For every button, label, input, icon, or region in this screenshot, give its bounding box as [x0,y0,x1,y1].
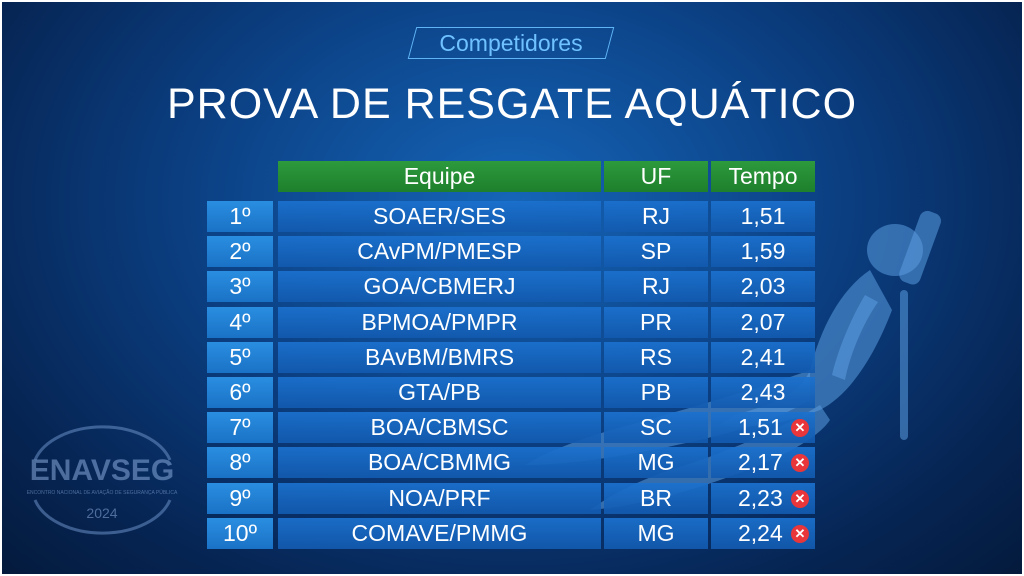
state-cell: SC [604,412,708,443]
x-circle-icon: ✕ [791,419,809,437]
time-cell: 2,41 [711,342,815,373]
rank-cell: 5º [207,342,273,373]
state-cell: MG [604,518,708,549]
time-cell: 1,51 [711,201,815,232]
column-header-team: Equipe [278,161,601,192]
team-cell: BAvBM/BMRS [278,342,601,373]
state-cell: PB [604,377,708,408]
state-cell: MG [604,447,708,478]
event-logo: ENAVSEG ENCONTRO NACIONAL DE AVIAÇÃO DE … [27,425,178,535]
logo-tagline: ENCONTRO NACIONAL DE AVIAÇÃO DE SEGURANÇ… [27,489,178,496]
team-cell: CAvPM/PMESP [278,236,601,267]
team-cell: GTA/PB [278,377,601,408]
team-cell: NOA/PRF [278,483,601,514]
time-cell: 2,07 [711,307,815,338]
page-title: PROVA DE RESGATE AQUÁTICO [166,80,858,128]
x-circle-icon: ✕ [791,454,809,472]
state-cell: RJ [604,271,708,302]
rank-cell: 8º [207,447,273,478]
state-cell: PR [604,307,708,338]
column-header-time: Tempo [711,161,815,192]
team-cell: COMAVE/PMMG [278,518,601,549]
team-cell: GOA/CBMERJ [278,271,601,302]
time-cell: 2,43 [711,377,815,408]
state-cell: RJ [604,201,708,232]
logo-name: ENAVSEG [30,454,174,487]
time-cell: 2,03 [711,271,815,302]
team-cell: BOA/CBMSC [278,412,601,443]
rank-cell: 3º [207,271,273,302]
time-cell: 1,59 [711,236,815,267]
subtitle: Competidores [439,30,583,56]
state-cell: SP [604,236,708,267]
rank-cell: 10º [207,518,273,549]
x-circle-icon: ✕ [791,490,809,508]
team-cell: BOA/CBMMG [278,447,601,478]
rank-cell: 4º [207,307,273,338]
state-cell: BR [604,483,708,514]
rank-cell: 7º [207,412,273,443]
team-cell: SOAER/SES [278,201,601,232]
time-cell: 2,23 [711,483,815,514]
x-circle-icon: ✕ [791,525,809,543]
column-header-state: UF [604,161,708,192]
rank-cell: 2º [207,236,273,267]
rank-cell: 6º [207,377,273,408]
rank-cell: 9º [207,483,273,514]
team-cell: BPMOA/PMPR [278,307,601,338]
logo-year: 2024 [86,505,117,521]
rank-cell: 1º [207,201,273,232]
state-cell: RS [604,342,708,373]
